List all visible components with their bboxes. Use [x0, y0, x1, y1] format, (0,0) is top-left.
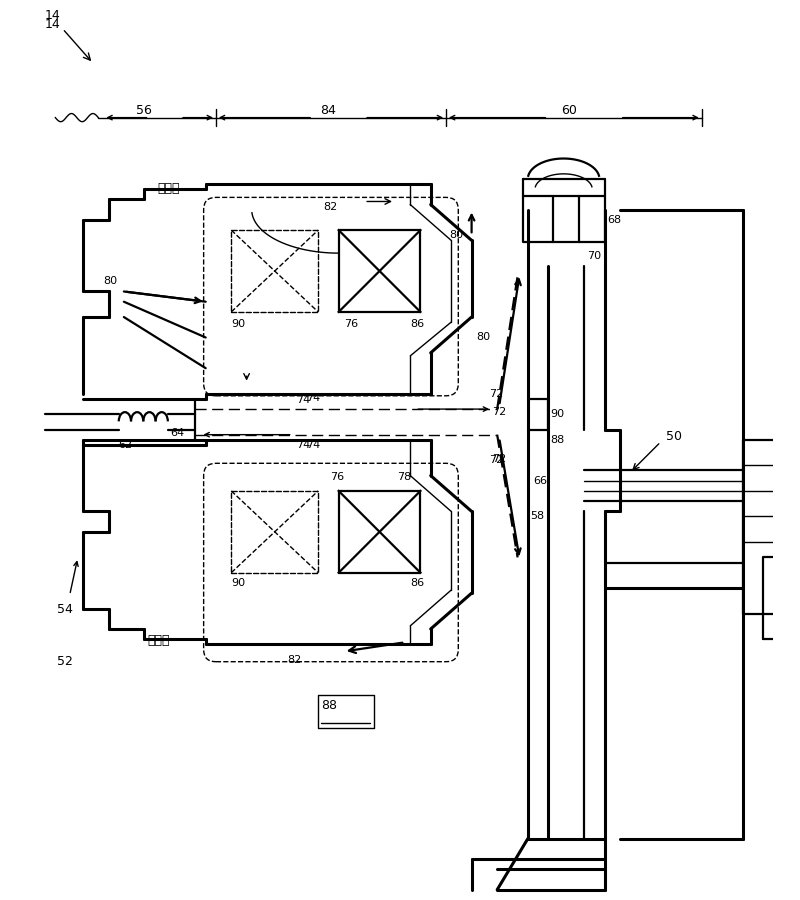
Text: 58: 58	[530, 511, 544, 521]
Text: 66: 66	[533, 475, 547, 486]
Text: 74: 74	[306, 393, 320, 403]
Text: 88: 88	[550, 435, 565, 445]
Bar	[338, 230, 421, 312]
Text: 78: 78	[397, 472, 411, 482]
Text: 冷却剂: 冷却剂	[147, 634, 170, 647]
Text: 14: 14	[45, 9, 61, 22]
Text: 90: 90	[550, 410, 565, 419]
Text: 90: 90	[231, 320, 246, 329]
Text: 68: 68	[608, 215, 622, 225]
Text: 70: 70	[587, 250, 602, 261]
Bar	[231, 491, 318, 572]
Text: 80: 80	[103, 276, 118, 286]
Text: 72: 72	[492, 454, 506, 464]
Text: 82: 82	[323, 202, 338, 212]
Text: 80: 80	[449, 230, 463, 240]
Text: 90: 90	[231, 578, 246, 588]
Text: 62: 62	[118, 440, 133, 450]
Text: 76: 76	[344, 320, 358, 329]
Bar	[742, 440, 800, 614]
Bar	[763, 557, 800, 639]
Bar	[231, 230, 318, 312]
Text: 72: 72	[489, 389, 503, 399]
Text: 冷却剂: 冷却剂	[158, 182, 180, 195]
Text: 84: 84	[321, 104, 336, 117]
Text: 80: 80	[477, 332, 491, 342]
Text: 82: 82	[287, 654, 302, 664]
Text: 72: 72	[492, 407, 506, 417]
Text: 74: 74	[306, 440, 320, 450]
Bar	[522, 196, 605, 242]
Text: 54: 54	[58, 603, 74, 616]
Text: 14: 14	[45, 18, 61, 32]
Text: 60: 60	[561, 104, 577, 117]
Bar	[338, 491, 421, 572]
Text: 74: 74	[296, 440, 310, 450]
Text: 64: 64	[170, 428, 184, 437]
Text: 76: 76	[330, 472, 345, 482]
Text: 56: 56	[136, 104, 152, 117]
Text: 88: 88	[322, 698, 338, 712]
Text: 52: 52	[58, 654, 74, 668]
Text: 86: 86	[410, 578, 424, 588]
Text: 50: 50	[666, 429, 682, 443]
Text: 74: 74	[296, 395, 310, 405]
Bar	[318, 696, 374, 728]
Text: 86: 86	[410, 320, 424, 329]
Text: 72: 72	[489, 455, 503, 465]
